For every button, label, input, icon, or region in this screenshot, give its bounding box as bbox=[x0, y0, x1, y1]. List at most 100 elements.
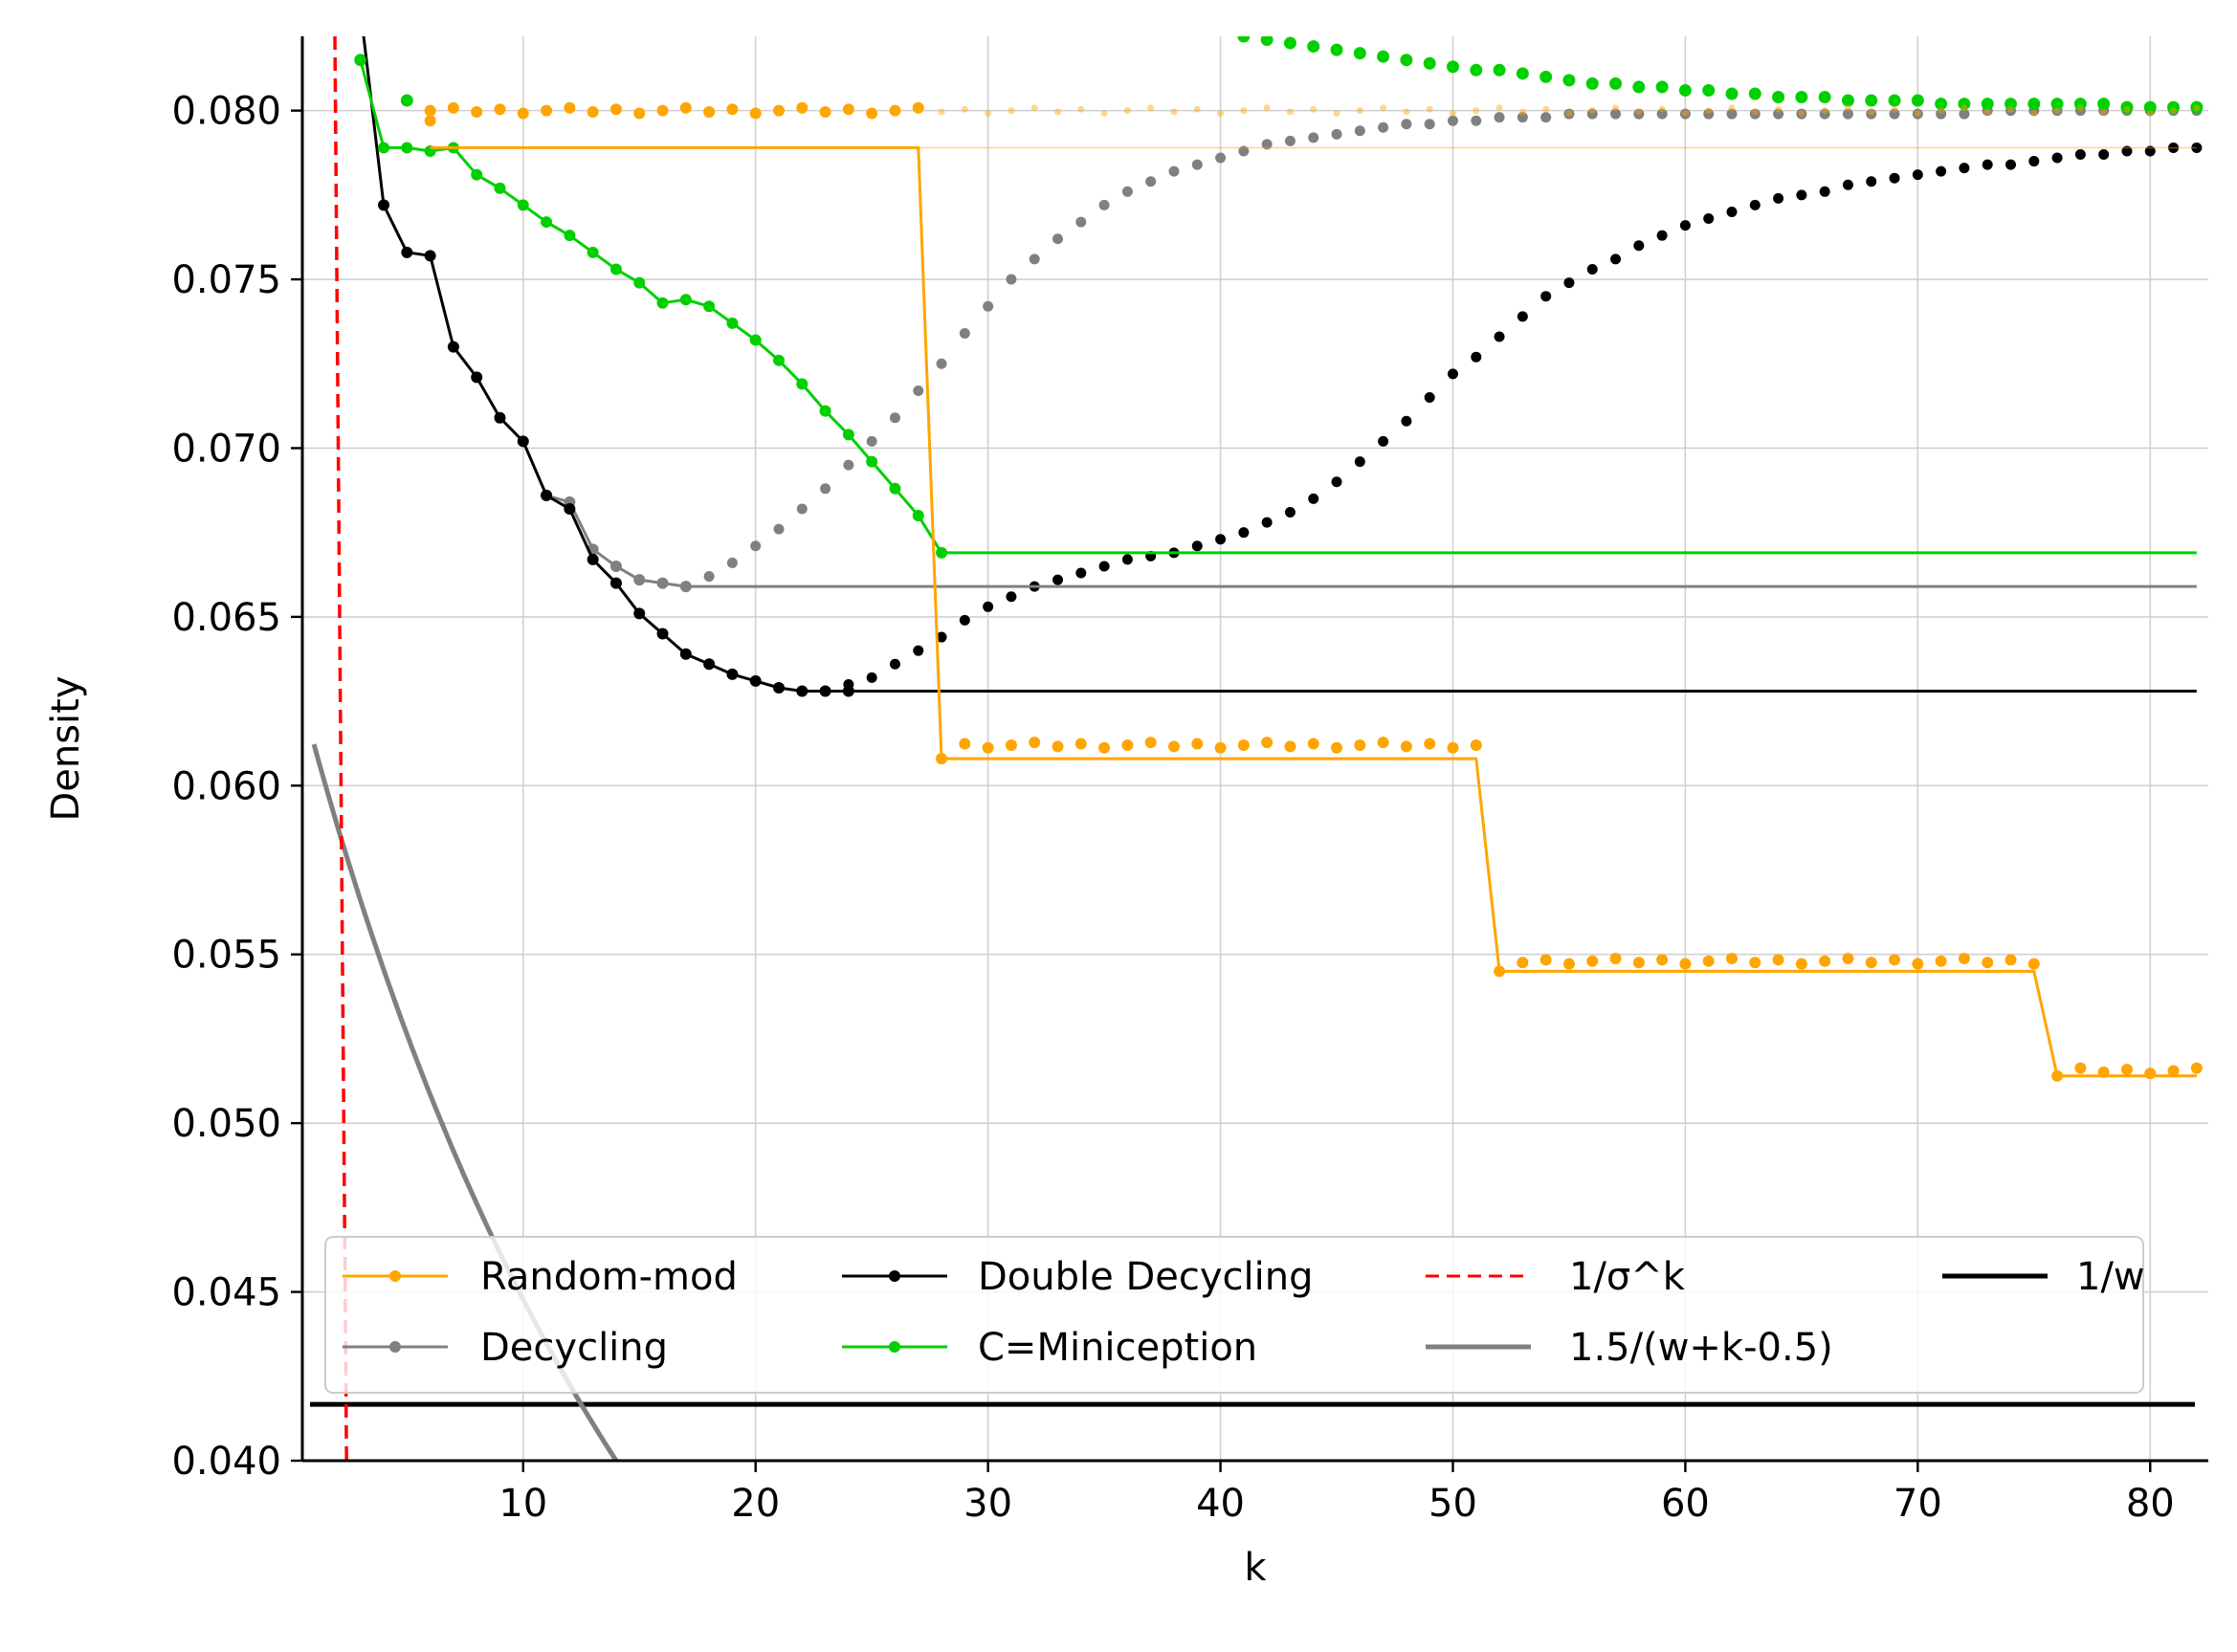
random-mod-dot bbox=[1193, 105, 1201, 113]
double-decycling-dot bbox=[2005, 159, 2017, 170]
double-decycling-marker bbox=[819, 685, 831, 697]
miniception-marker bbox=[703, 300, 716, 313]
decycling-dot bbox=[1191, 159, 1203, 170]
random-mod-dot bbox=[1447, 741, 1459, 754]
miniception-dot bbox=[1981, 98, 1994, 111]
decycling-dot bbox=[1586, 108, 1598, 120]
random-mod-dot bbox=[1237, 738, 1250, 751]
decycling-dot bbox=[1842, 108, 1853, 120]
random-mod-dot bbox=[1819, 955, 1831, 967]
decycling-dot bbox=[1936, 108, 1947, 120]
y-tick-label: 0.040 bbox=[171, 1440, 281, 1484]
miniception-dot bbox=[1237, 36, 1251, 43]
random-mod-dot bbox=[424, 104, 436, 117]
random-mod-marker bbox=[936, 753, 948, 765]
double-decycling-dot bbox=[1959, 163, 1970, 174]
legend-label: 1.5/(w+k-0.5) bbox=[1569, 1326, 1833, 1370]
random-mod-dot bbox=[1612, 104, 1620, 112]
double-decycling-dot bbox=[1749, 199, 1761, 210]
random-mod-marker bbox=[1494, 965, 1506, 978]
random-mod-dot bbox=[1912, 958, 1924, 970]
random-mod-dot bbox=[1008, 107, 1015, 115]
double-decycling-dot bbox=[1819, 186, 1830, 197]
random-mod-dot bbox=[1333, 109, 1340, 117]
random-mod-dot bbox=[1495, 104, 1503, 112]
random-mod-dot bbox=[866, 107, 878, 120]
decycling-dot bbox=[1075, 216, 1087, 228]
random-mod-line bbox=[430, 145, 2197, 1078]
random-mod-dot bbox=[961, 105, 968, 113]
random-mod-dot bbox=[1380, 104, 1387, 112]
random-mod-dot bbox=[2027, 958, 2040, 970]
legend-item-sigma-bound: 1/σ^k bbox=[1426, 1255, 1686, 1299]
random-mod-dot bbox=[679, 101, 692, 114]
legend-swatch-marker bbox=[389, 1341, 401, 1353]
random-mod-dot bbox=[564, 101, 576, 114]
miniception-dot bbox=[1446, 60, 1459, 74]
miniception-marker bbox=[912, 510, 924, 522]
random-mod-dot bbox=[1123, 107, 1131, 115]
random-mod-dot bbox=[1656, 954, 1669, 966]
random-mod-dot bbox=[447, 101, 459, 114]
miniception-dot bbox=[2004, 98, 2018, 111]
miniception-dot bbox=[1841, 94, 1854, 107]
random-mod-dot bbox=[609, 103, 622, 116]
miniception-dot bbox=[400, 94, 413, 107]
decycling-dot bbox=[1610, 108, 1622, 120]
miniception-marker bbox=[633, 276, 646, 289]
decycling-dot bbox=[1796, 108, 1807, 120]
legend-item-approx-bound: 1.5/(w+k-0.5) bbox=[1426, 1326, 1833, 1370]
random-mod-dot bbox=[2120, 1064, 2133, 1076]
random-mod-dot bbox=[1795, 958, 1807, 970]
random-mod-dot bbox=[1958, 952, 1970, 964]
random-mod-dot bbox=[1751, 108, 1759, 116]
double-decycling-dot bbox=[1401, 415, 1412, 427]
random-mod-dot bbox=[1562, 958, 1575, 970]
decycling-dot bbox=[1029, 253, 1040, 265]
decycling-dot bbox=[866, 435, 877, 447]
miniception-dot bbox=[2073, 98, 2087, 111]
miniception-dot bbox=[2097, 98, 2111, 111]
y-tick-label: 0.050 bbox=[171, 1102, 281, 1146]
decycling-marker bbox=[633, 574, 646, 586]
random-mod-dot bbox=[1681, 109, 1689, 117]
double-decycling-dot bbox=[2074, 148, 2086, 160]
decycling-dot bbox=[1819, 108, 1830, 120]
random-mod-dot bbox=[1565, 109, 1573, 117]
double-decycling-dot bbox=[2051, 152, 2063, 164]
double-decycling-dot bbox=[1842, 179, 1853, 190]
miniception-dot bbox=[1260, 36, 1274, 47]
miniception-dot bbox=[1865, 94, 1878, 107]
decycling-marker bbox=[609, 560, 622, 572]
random-mod-dot bbox=[1728, 104, 1736, 112]
double-decycling-marker bbox=[401, 246, 413, 258]
random-mod-dot bbox=[2167, 1065, 2180, 1077]
miniception-marker bbox=[541, 216, 553, 229]
legend-label: C=Miniception bbox=[978, 1326, 1257, 1370]
decycling-dot bbox=[1401, 119, 1412, 130]
miniception-marker bbox=[494, 182, 506, 194]
double-decycling-dot bbox=[1075, 567, 1087, 579]
random-mod-dot bbox=[1377, 737, 1389, 749]
random-mod-dot bbox=[1403, 108, 1410, 116]
y-tick-label: 0.070 bbox=[171, 427, 281, 471]
random-mod-dot bbox=[985, 109, 992, 117]
decycling-dot bbox=[703, 571, 715, 583]
decycling-dot bbox=[1656, 108, 1668, 120]
random-mod-dot bbox=[726, 103, 739, 116]
decycling-marker bbox=[679, 581, 692, 593]
decycling-marker bbox=[656, 577, 669, 589]
random-mod-dot bbox=[1147, 104, 1155, 112]
x-tick-label: 30 bbox=[963, 1482, 1012, 1526]
double-decycling-dot bbox=[1471, 351, 1482, 363]
miniception-marker bbox=[378, 142, 390, 154]
miniception-dot bbox=[1562, 74, 1576, 87]
random-mod-dot bbox=[2007, 105, 2015, 113]
ticks: 10 20 30 40 50 60 70 80 0.040 0.045 0.050 0.055 0.06… bbox=[171, 90, 2174, 1526]
decycling-dot bbox=[1749, 108, 1761, 120]
double-decycling-dot bbox=[1540, 291, 1552, 302]
random-mod-dot bbox=[749, 107, 762, 120]
random-mod-dot bbox=[2193, 104, 2201, 112]
random-mod-dot bbox=[1100, 109, 1108, 117]
random-mod-dot bbox=[2076, 104, 2084, 112]
